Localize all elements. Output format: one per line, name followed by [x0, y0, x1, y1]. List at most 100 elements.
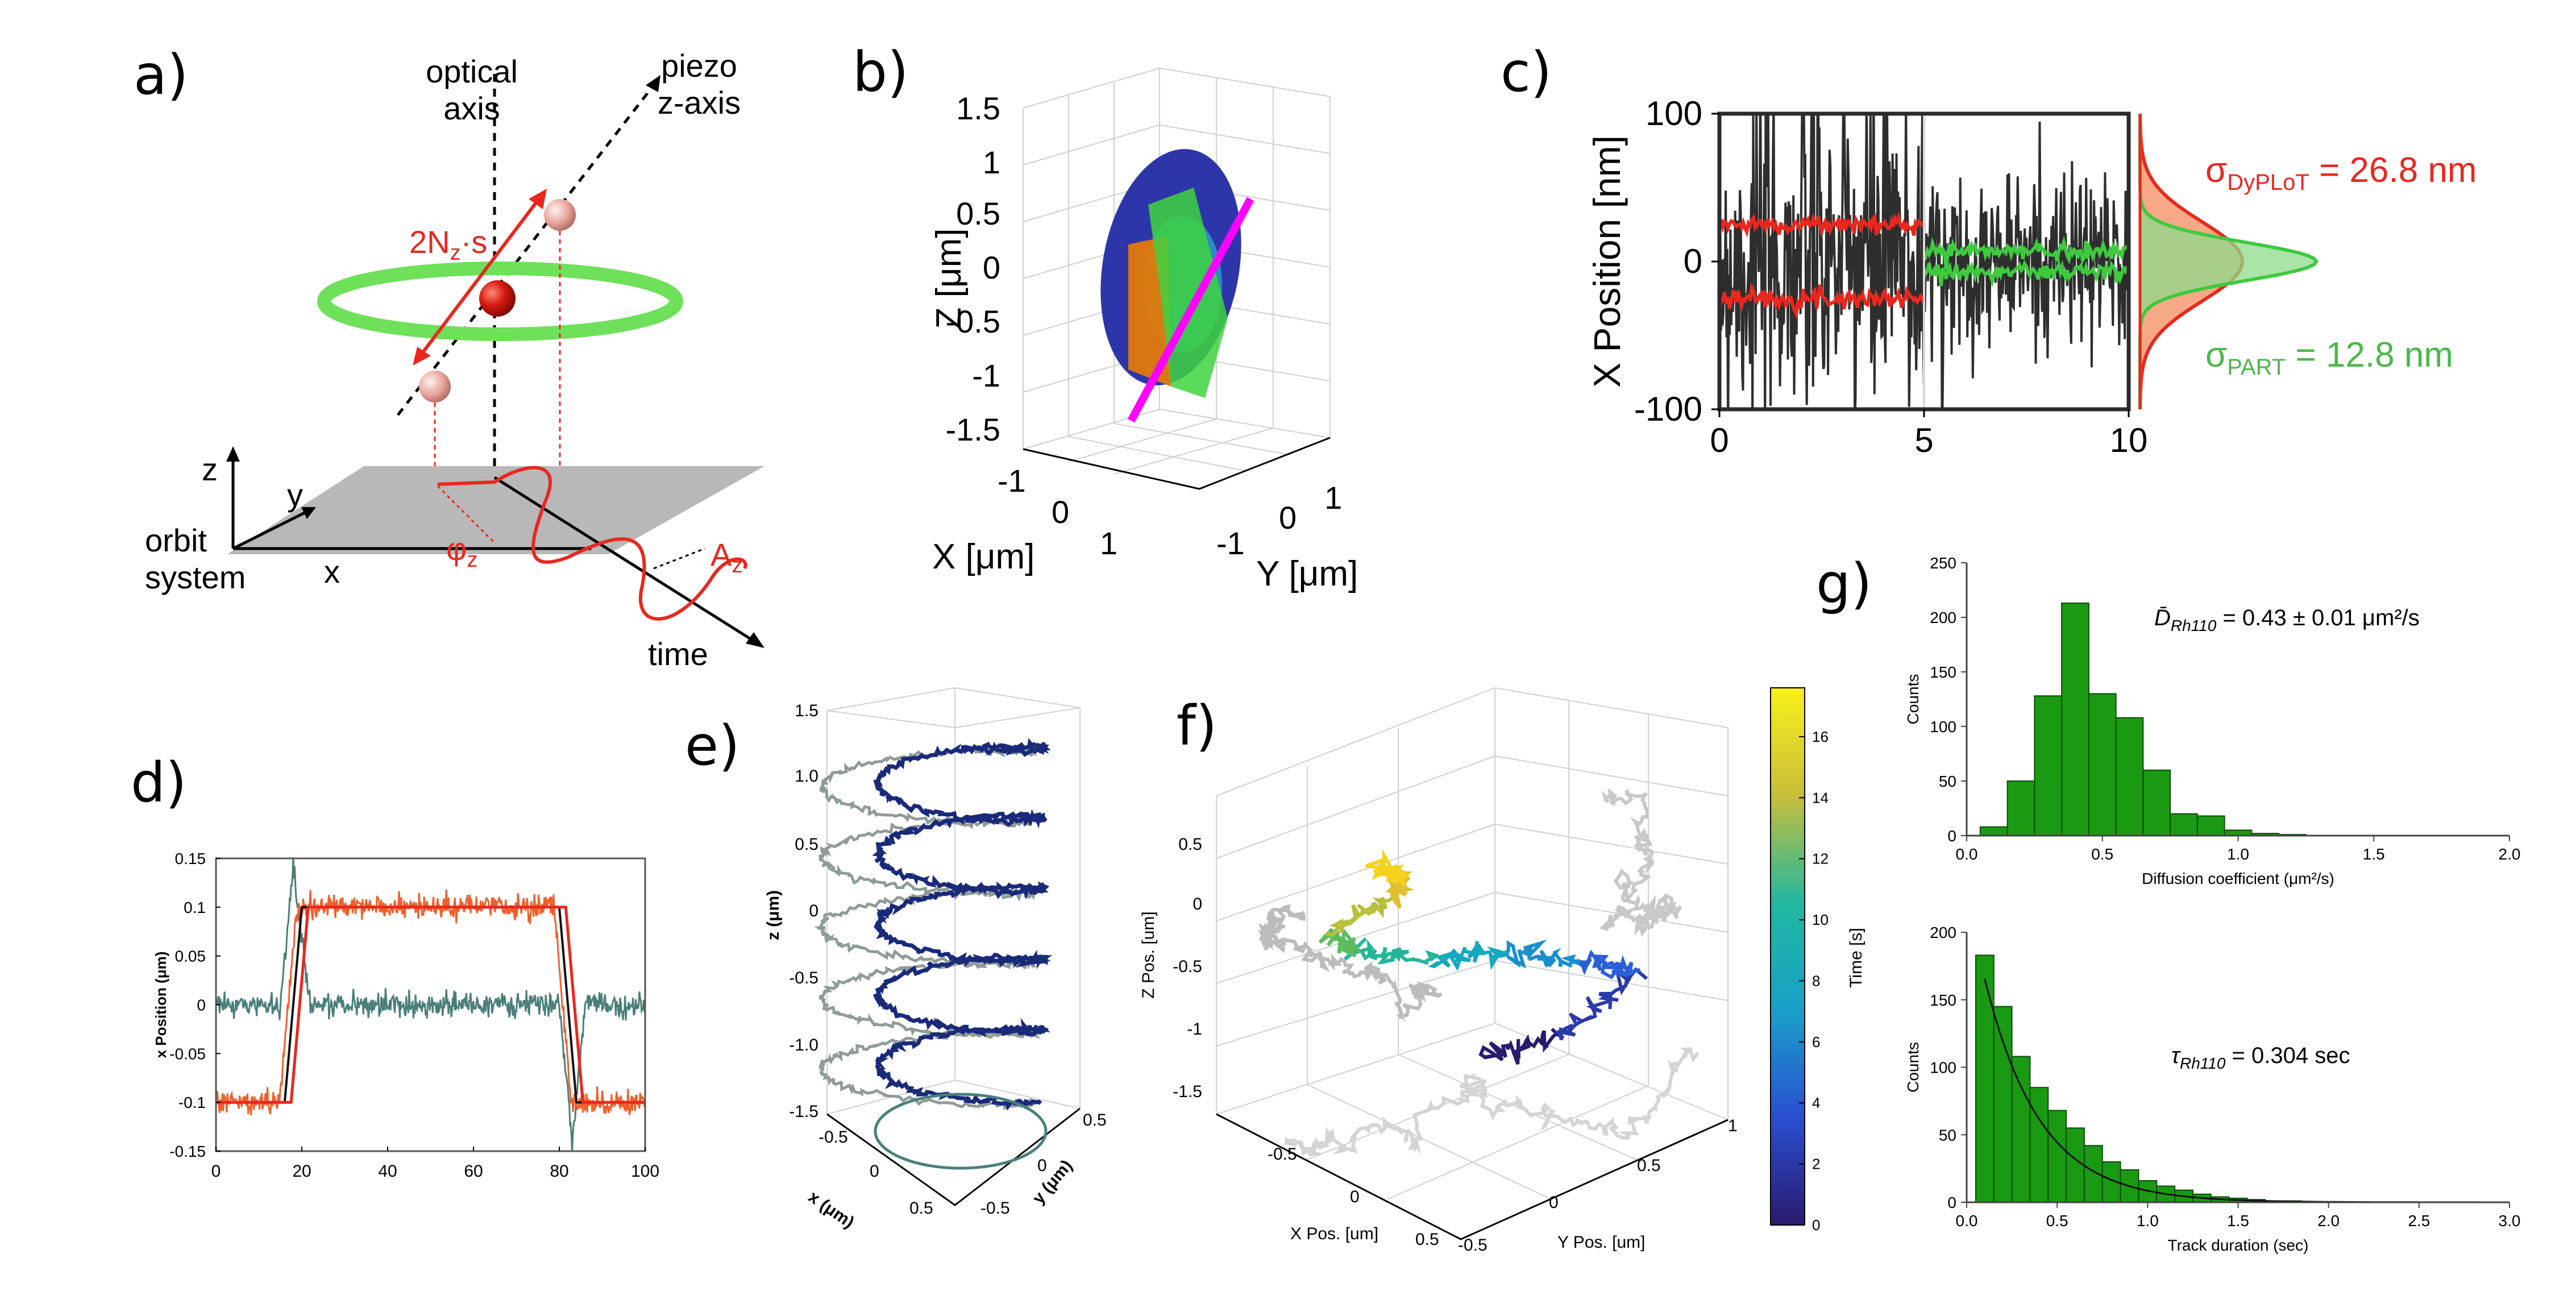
d-ylabel: x Position (μm) — [152, 952, 169, 1058]
axis-y-arrowhead — [301, 507, 316, 519]
walk-projection — [1599, 788, 1682, 937]
e-ytick: 0 — [1037, 1156, 1047, 1175]
c-xtick-label: 10 — [2110, 421, 2148, 459]
chart-d-plot — [216, 858, 645, 1151]
colorbar — [1770, 687, 1805, 1226]
colorbar-ticks: 16 14 12 10 8 6 4 2 0 — [1799, 728, 1829, 1234]
histogram-bar — [2034, 695, 2063, 836]
colorbar-tick-label: 0 — [1812, 1216, 1820, 1234]
g-ytick-label: 50 — [1939, 1126, 1956, 1144]
diffusion-annotation: D̄Rh110 = 0.43 ± 0.01 μm²/s — [2154, 605, 2420, 634]
colorbar-tick-label: 6 — [1812, 1033, 1820, 1051]
g-xtick-label: 2.0 — [2317, 1212, 2340, 1230]
g-xtick-label: 2.0 — [2499, 845, 2521, 863]
b-xtick: 0 — [1052, 494, 1069, 530]
hist-fill-PART — [2140, 114, 2316, 409]
walk-projection — [1257, 904, 1443, 1022]
g-ytick-label: 0 — [1947, 827, 1956, 845]
b-zlabel: Z [μm] — [929, 229, 969, 329]
c-xtick-label: 0 — [1710, 421, 1729, 459]
e-xtick: -0.5 — [818, 1128, 848, 1147]
f-xlabel: X Pos. [um] — [1290, 1224, 1378, 1243]
g-ytick-label: 50 — [1939, 773, 1956, 790]
panel-g-label: g) — [1816, 552, 1872, 616]
panel-f-label: f) — [1177, 694, 1217, 758]
helix-trajectory — [872, 738, 1053, 1111]
f-ytick: -0.5 — [1458, 1236, 1488, 1255]
panel-d: d) 0.15 0.1 0.05 0 -0.05 -0.1 -0.15 0 20 40 60 80 10… — [131, 751, 659, 1181]
d-ytick-label: -0.1 — [178, 1094, 206, 1111]
time-axis-line — [493, 476, 757, 644]
b-xtick: -1 — [998, 463, 1026, 499]
e-ztick: 1.5 — [795, 701, 818, 720]
fit-trace — [216, 906, 645, 1104]
d-ytick-label: 0.15 — [175, 850, 206, 867]
walk-segment — [1499, 939, 1581, 969]
f-xtick: 0 — [1350, 1188, 1360, 1206]
optical-axis-label-1: optical — [426, 53, 518, 89]
c-ytick-label: -100 — [1634, 390, 1702, 428]
error-trace — [216, 858, 645, 1151]
b-ylabel: Y [μm] — [1256, 554, 1358, 593]
phase-label: φz — [446, 531, 477, 572]
f-ytick: 0.5 — [1637, 1156, 1661, 1175]
amplitude-z-label: Az — [711, 537, 742, 578]
b-xlabel: X [μm] — [932, 537, 1034, 576]
g-ytick-label: 0 — [1947, 1194, 1956, 1211]
f-xtick: -0.5 — [1268, 1145, 1297, 1164]
histogram-bar — [2011, 1056, 2031, 1203]
axis-z-arrowhead — [226, 446, 240, 462]
amplitude-arrowhead-up — [529, 189, 547, 209]
particle-sphere-upper — [544, 199, 576, 231]
walk-trajectory — [1318, 849, 1648, 1065]
g-xtick-label: 0.0 — [1956, 1212, 1978, 1230]
walk-projection — [1282, 1047, 1700, 1157]
f-ytick: 0 — [1549, 1193, 1559, 1212]
amplitude-arrow — [419, 198, 541, 356]
orbit-ring — [317, 261, 683, 341]
e-ylabel: y (μm) — [1029, 1156, 1076, 1207]
d-xtick-label: 40 — [378, 1162, 397, 1181]
b-ztick: 0 — [983, 250, 1000, 285]
walk-segment — [1571, 949, 1641, 979]
f-ztick: -1 — [1187, 1020, 1202, 1039]
walk-segment — [1428, 941, 1511, 971]
b-ztick: 1.5 — [956, 90, 1000, 126]
panel-e: e) 1.5 1.0 0.5 0 -0.5 -1.0 -1.5 z (μm) -… — [685, 687, 1107, 1232]
g-ytick-label: 100 — [1930, 1059, 1956, 1077]
e-ztick: 0 — [809, 902, 818, 920]
chart-g-bottom: 0 50 100 150 200 0.0 0.5 1.0 1.5 2.0 2.5 3.0 Track d… — [1904, 924, 2520, 1254]
f-ztick: -0.5 — [1173, 957, 1202, 976]
d-ytick-label: -0.15 — [169, 1143, 206, 1160]
histogram-bar — [2115, 717, 2144, 837]
panel-b-floor-edge — [1023, 437, 1331, 490]
g-xlabel: Track duration (sec) — [2168, 1236, 2309, 1254]
g-ylabel: Counts — [1904, 674, 1922, 725]
colorbar-tick-label: 2 — [1812, 1156, 1820, 1173]
histogram-bar — [2047, 1110, 2067, 1203]
panel-b-zticks: 1.5 1 0.5 0 -0.5 -1 -1.5 — [946, 90, 1001, 447]
f-ztick: -1.5 — [1173, 1082, 1202, 1101]
g-xtick-label: 0.0 — [1956, 845, 1978, 863]
histogram-bar — [1975, 954, 1995, 1203]
g-xtick-label: 1.5 — [2227, 1212, 2249, 1230]
g-ytick-label: 250 — [1930, 554, 1956, 572]
orbit-system-label-2: system — [145, 559, 246, 595]
optical-axis-label-2: axis — [443, 90, 500, 126]
b-ytick: 1 — [1324, 480, 1342, 516]
colorbar-tick-label: 8 — [1812, 972, 1820, 989]
histogram-bar — [2066, 1127, 2085, 1203]
histogram-bar — [1993, 1006, 2013, 1203]
histogram-bar — [2142, 769, 2171, 837]
d-ytick-label: 0.1 — [184, 899, 206, 916]
d-xtick-label: 60 — [464, 1162, 483, 1181]
d-ytick-label: -0.05 — [169, 1045, 206, 1062]
c-ytick-label: 100 — [1646, 94, 1702, 132]
colorbar-tick-label: 10 — [1812, 911, 1829, 928]
b-ztick: -1 — [972, 358, 1000, 393]
axis-x-label: x — [324, 554, 340, 589]
d-ytick-label: 0 — [197, 997, 206, 1014]
